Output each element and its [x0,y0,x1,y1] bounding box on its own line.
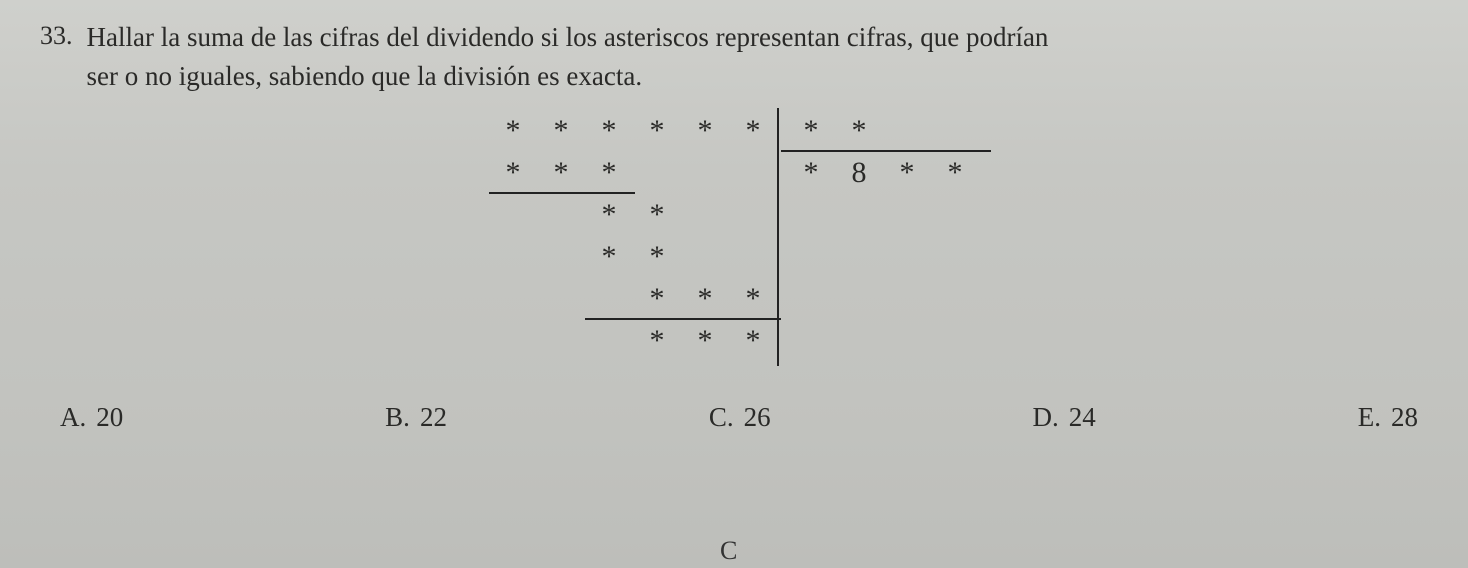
option-value: 26 [744,402,771,433]
division-cell: * [633,326,681,356]
question-line-2: ser o no iguales, sabiendo que la divisi… [87,61,643,91]
division-line [777,108,779,366]
option-letter: E. [1358,402,1381,433]
division-container: ************8************ [40,110,1428,362]
option-value: 20 [96,402,123,433]
division-cell: * [681,326,729,356]
division-cell: * [729,284,777,314]
option-letter: D. [1033,402,1059,433]
division-cell: * [633,242,681,272]
division-cell: * [883,158,931,188]
division-cell: * [585,200,633,230]
division-cell: * [585,158,633,188]
question-text: Hallar la suma de las cifras del dividen… [87,18,1429,96]
division-row: *** [489,320,979,362]
division-cell: * [489,158,537,188]
option-letter: A. [60,402,86,433]
division-cell: * [931,158,979,188]
division-cell: * [585,242,633,272]
division-cell: * [681,284,729,314]
division-cell: * [633,116,681,146]
division-line [781,150,991,152]
option-c: C. 26 [709,402,771,433]
division-cell: * [633,284,681,314]
option-letter: B. [385,402,410,433]
question-number: 33. [40,18,73,53]
division-row: ** [489,194,979,236]
division-cell: * [787,116,835,146]
option-a: A. 20 [60,402,123,433]
division-cell: 8 [835,158,883,188]
footer-glyph: C [720,536,737,566]
question-line-1: Hallar la suma de las cifras del dividen… [87,22,1049,52]
division-cell: * [729,116,777,146]
division-row: ** [489,236,979,278]
option-b: B. 22 [385,402,447,433]
option-value: 22 [420,402,447,433]
division-cell: * [681,116,729,146]
division-cell: * [729,326,777,356]
division-cell: * [537,116,585,146]
option-value: 24 [1069,402,1096,433]
division-cell: * [835,116,883,146]
division-line [489,192,635,194]
division-cell: * [633,200,681,230]
division-cell: * [537,158,585,188]
option-value: 28 [1391,402,1418,433]
option-letter: C. [709,402,734,433]
option-e: E. 28 [1358,402,1418,433]
division-cell: * [489,116,537,146]
division-row: ****8** [489,152,979,194]
answer-options: A. 20 B. 22 C. 26 D. 24 E. 28 [40,402,1428,433]
option-d: D. 24 [1033,402,1096,433]
long-division: ************8************ [489,110,979,362]
division-row: *** [489,278,979,320]
question-block: 33. Hallar la suma de las cifras del div… [40,18,1428,96]
page: 33. Hallar la suma de las cifras del div… [0,0,1468,568]
division-cell: * [787,158,835,188]
division-line [585,318,781,320]
division-cell: * [585,116,633,146]
division-row: ******** [489,110,979,152]
